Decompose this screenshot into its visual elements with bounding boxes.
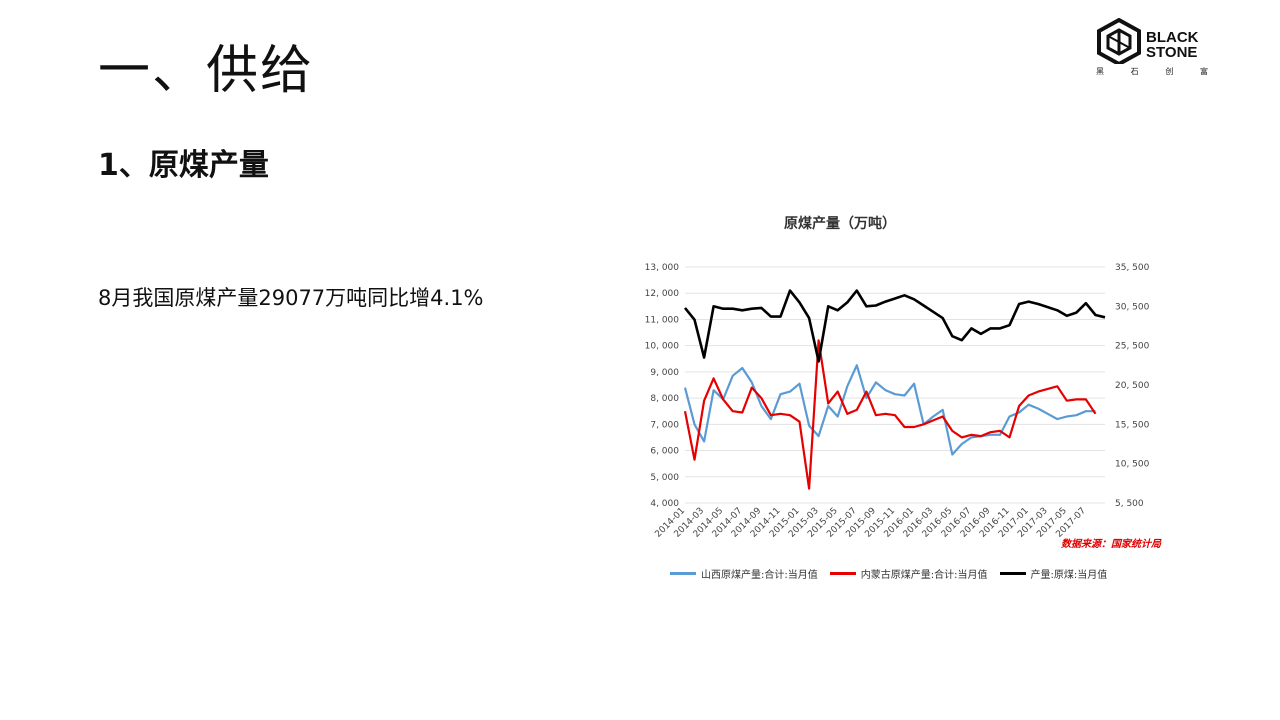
- series-line: [683, 364, 1096, 456]
- legend-label: 产量:原煤:当月值: [1030, 570, 1108, 581]
- right-axis-tick-label: 15, 500: [1115, 420, 1150, 430]
- logo-sub-char: 石: [1130, 67, 1139, 76]
- left-axis-tick-label: 4, 000: [650, 499, 679, 509]
- left-axis-tick-label: 13, 000: [645, 263, 680, 273]
- left-axis-tick-label: 11, 000: [645, 315, 680, 325]
- chart-title: 原煤产量（万吨）: [784, 216, 896, 232]
- legend-label: 内蒙古原煤产量:合计:当月值: [860, 570, 988, 581]
- right-axis-tick-label: 30, 500: [1115, 302, 1150, 312]
- legend-item-shanxi: 山西原煤产量:合计:当月值: [670, 566, 818, 581]
- hexagon-cube-icon: [1097, 17, 1141, 67]
- legend-item-national: 产量:原煤:当月值: [999, 566, 1108, 581]
- legend-swatch: [670, 572, 696, 575]
- right-axis-tick-label: 25, 500: [1115, 342, 1150, 352]
- right-axis-tick-label: 35, 500: [1115, 263, 1150, 273]
- left-axis-tick-label: 12, 000: [645, 289, 680, 299]
- right-axis-tick-label: 10, 500: [1115, 460, 1150, 470]
- series-line: [683, 289, 1106, 363]
- chart-plot: 4, 000 5, 000 6, 000 7, 000 8, 000 9, 000 10, …: [645, 263, 1150, 540]
- logo-subtitle: 黑 石 创 富: [1094, 66, 1210, 77]
- slide-title: 一、供给: [98, 41, 315, 101]
- summary-text: 8月我国原煤产量29077万吨同比增4.1%: [98, 286, 484, 310]
- legend-swatch: [829, 572, 856, 575]
- blackstone-logo: BLACK STONE 黑 石 创 富: [1094, 17, 1214, 80]
- legend-swatch: [999, 572, 1026, 575]
- series-line: [683, 339, 1097, 490]
- right-axis-tick-label: 20, 500: [1115, 381, 1150, 391]
- left-axis-tick-label: 5, 000: [650, 473, 679, 483]
- logo-sub-char: 黑: [1096, 67, 1104, 76]
- left-axis-tick-label: 6, 000: [650, 447, 679, 457]
- logo-sub-char: 创: [1165, 67, 1174, 76]
- right-axis-tick-label: 5, 500: [1115, 499, 1144, 509]
- logo-sub-char: 富: [1199, 67, 1208, 76]
- left-axis-tick-label: 9, 000: [650, 368, 679, 378]
- coal-production-chart: 原煤产量（万吨） 4, 000 5, 000 6, 000 7, 000 8, 000 9…: [620, 205, 1161, 595]
- legend-label: 山西原煤产量:合计:当月值: [701, 570, 818, 581]
- logo-line-1: BLACK: [1146, 29, 1199, 46]
- left-axis-tick-label: 8, 000: [650, 394, 679, 404]
- left-axis-tick-label: 7, 000: [650, 420, 679, 430]
- section-subtitle: 1、原煤产量: [98, 148, 269, 183]
- left-axis-tick-label: 10, 000: [645, 342, 680, 352]
- data-source-note: 数据来源：国家统计局: [1061, 539, 1161, 550]
- logo-line-2: STONE: [1146, 44, 1198, 61]
- chart-legend: 山西原煤产量:合计:当月值 内蒙古原煤产量:合计:当月值 产量:原煤:当月值: [670, 566, 1107, 581]
- legend-item-inner-mongolia: 内蒙古原煤产量:合计:当月值: [829, 566, 988, 581]
